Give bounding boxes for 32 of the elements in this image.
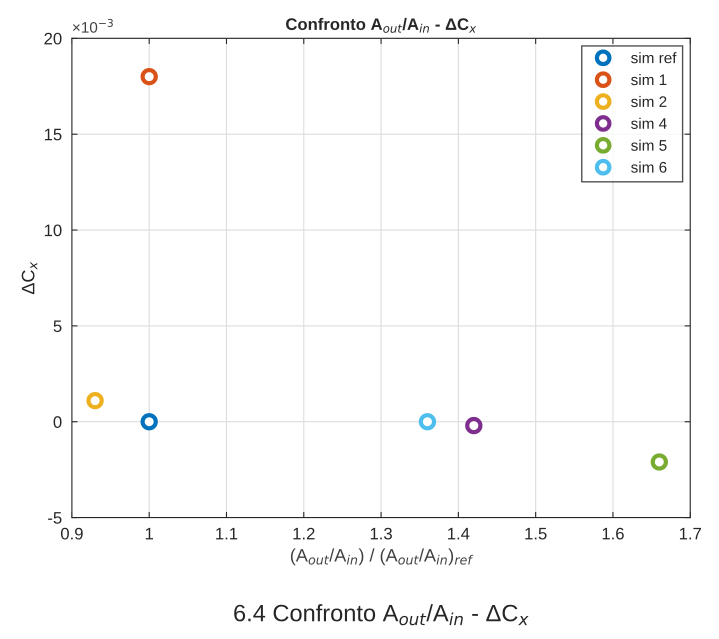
text: 6.4 Confronto A$_{out}$/A$_{in}$ - ΔC$_{x}$ [234,604,529,626]
x-tick-label: 1.2 [293,528,315,540]
point [465,416,482,434]
y-tick-label: 10 [44,224,62,236]
x-tick-label: 1.7 [680,528,701,540]
y-tick-label: 0 [54,416,62,428]
text: (A$_{out}$/A$_{in}$) / (A$_{out}$/A$_{in}$)$_{ref}$ [290,548,474,566]
point [140,68,158,86]
text: ×10$^{−3}$ [72,18,113,33]
y-tick-label: -5 [48,512,62,524]
x-tick-label: 1 [146,528,154,540]
y-axis-title: ΔC$_{x}$ [22,262,38,294]
point [650,453,668,471]
x-tick-label: 1.3 [370,528,392,540]
y-tick-label: 5 [54,320,62,332]
point [86,392,104,410]
legend-label: sim ref [631,52,677,64]
legend-label: sim 5 [631,140,667,151]
x-tick-label: 1.5 [525,528,547,540]
x-tick-label: 1.6 [602,528,624,540]
legend-label: sim 6 [631,161,666,173]
point [140,413,158,430]
y-tick-label: 20 [44,32,62,45]
x-tick-label: 0.9 [60,528,83,540]
legend-label: sim 4 [631,118,667,129]
x-tick-label: 1.1 [216,528,238,540]
chart-title: Confronto A$_{out}$/A$_{in}$ - ΔC$_{x}$ [286,18,476,33]
x-tick-label: 1.4 [448,528,470,540]
y-tick-label: 15 [44,128,62,140]
legend-label: sim 1 [631,74,666,86]
point [418,413,436,430]
legend-label: sim 2 [631,96,666,108]
